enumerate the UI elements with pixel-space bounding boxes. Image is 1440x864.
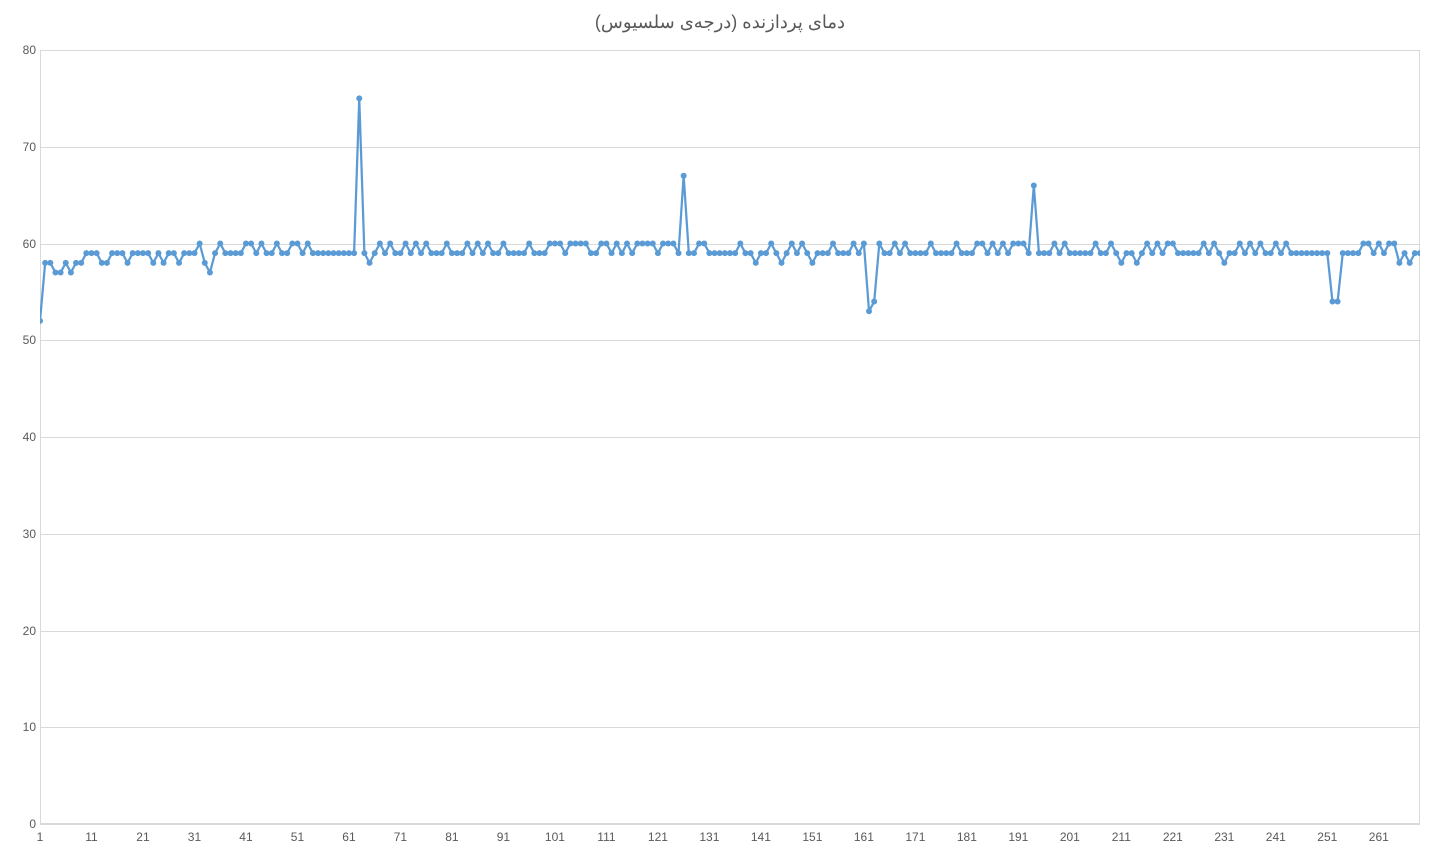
chart-title: دمای پردازنده (درجه‌ی سلسیوس) <box>0 12 1440 33</box>
y-axis-tick-label: 80 <box>10 43 36 57</box>
x-axis-tick-label: 81 <box>445 830 458 844</box>
x-axis-tick-label: 91 <box>497 830 510 844</box>
line-series <box>40 50 1420 824</box>
y-axis-tick-label: 20 <box>10 624 36 638</box>
x-axis-tick-label: 191 <box>1008 830 1028 844</box>
x-axis-tick-label: 171 <box>905 830 925 844</box>
y-axis-tick-label: 50 <box>10 333 36 347</box>
plot-area: 0102030405060708011121314151617181911011… <box>40 50 1420 824</box>
x-axis-tick-label: 111 <box>597 830 615 844</box>
x-axis-tick-label: 231 <box>1214 830 1234 844</box>
x-axis-tick-label: 101 <box>545 830 565 844</box>
y-axis-tick-label: 60 <box>10 237 36 251</box>
x-axis-tick-label: 151 <box>802 830 822 844</box>
cpu-temperature-chart: دمای پردازنده (درجه‌ی سلسیوس) 0102030405… <box>0 0 1440 864</box>
y-axis-tick-label: 0 <box>10 817 36 831</box>
x-axis-tick-label: 201 <box>1060 830 1080 844</box>
x-axis-tick-label: 241 <box>1266 830 1286 844</box>
x-axis-tick-label: 181 <box>957 830 977 844</box>
x-axis-tick-label: 61 <box>342 830 355 844</box>
x-axis-tick-label: 131 <box>699 830 719 844</box>
x-axis-tick-label: 211 <box>1112 830 1131 844</box>
x-axis-tick-label: 11 <box>85 830 97 844</box>
x-axis-tick-label: 141 <box>751 830 771 844</box>
x-axis-tick-label: 21 <box>136 830 149 844</box>
y-axis-tick-label: 40 <box>10 430 36 444</box>
x-axis-tick-label: 261 <box>1369 830 1389 844</box>
y-axis-tick-label: 70 <box>10 140 36 154</box>
y-axis-tick-label: 30 <box>10 527 36 541</box>
x-axis-tick-label: 221 <box>1163 830 1183 844</box>
x-axis-tick-label: 41 <box>239 830 252 844</box>
x-axis-tick-label: 121 <box>648 830 668 844</box>
x-axis-tick-label: 31 <box>188 830 201 844</box>
x-axis-tick-label: 51 <box>291 830 304 844</box>
x-axis-tick-label: 161 <box>854 830 874 844</box>
x-axis-tick-label: 251 <box>1317 830 1337 844</box>
x-axis-tick-label: 1 <box>37 830 44 844</box>
y-axis-tick-label: 10 <box>10 720 36 734</box>
x-axis-tick-label: 71 <box>394 830 407 844</box>
gridline <box>40 824 1420 825</box>
